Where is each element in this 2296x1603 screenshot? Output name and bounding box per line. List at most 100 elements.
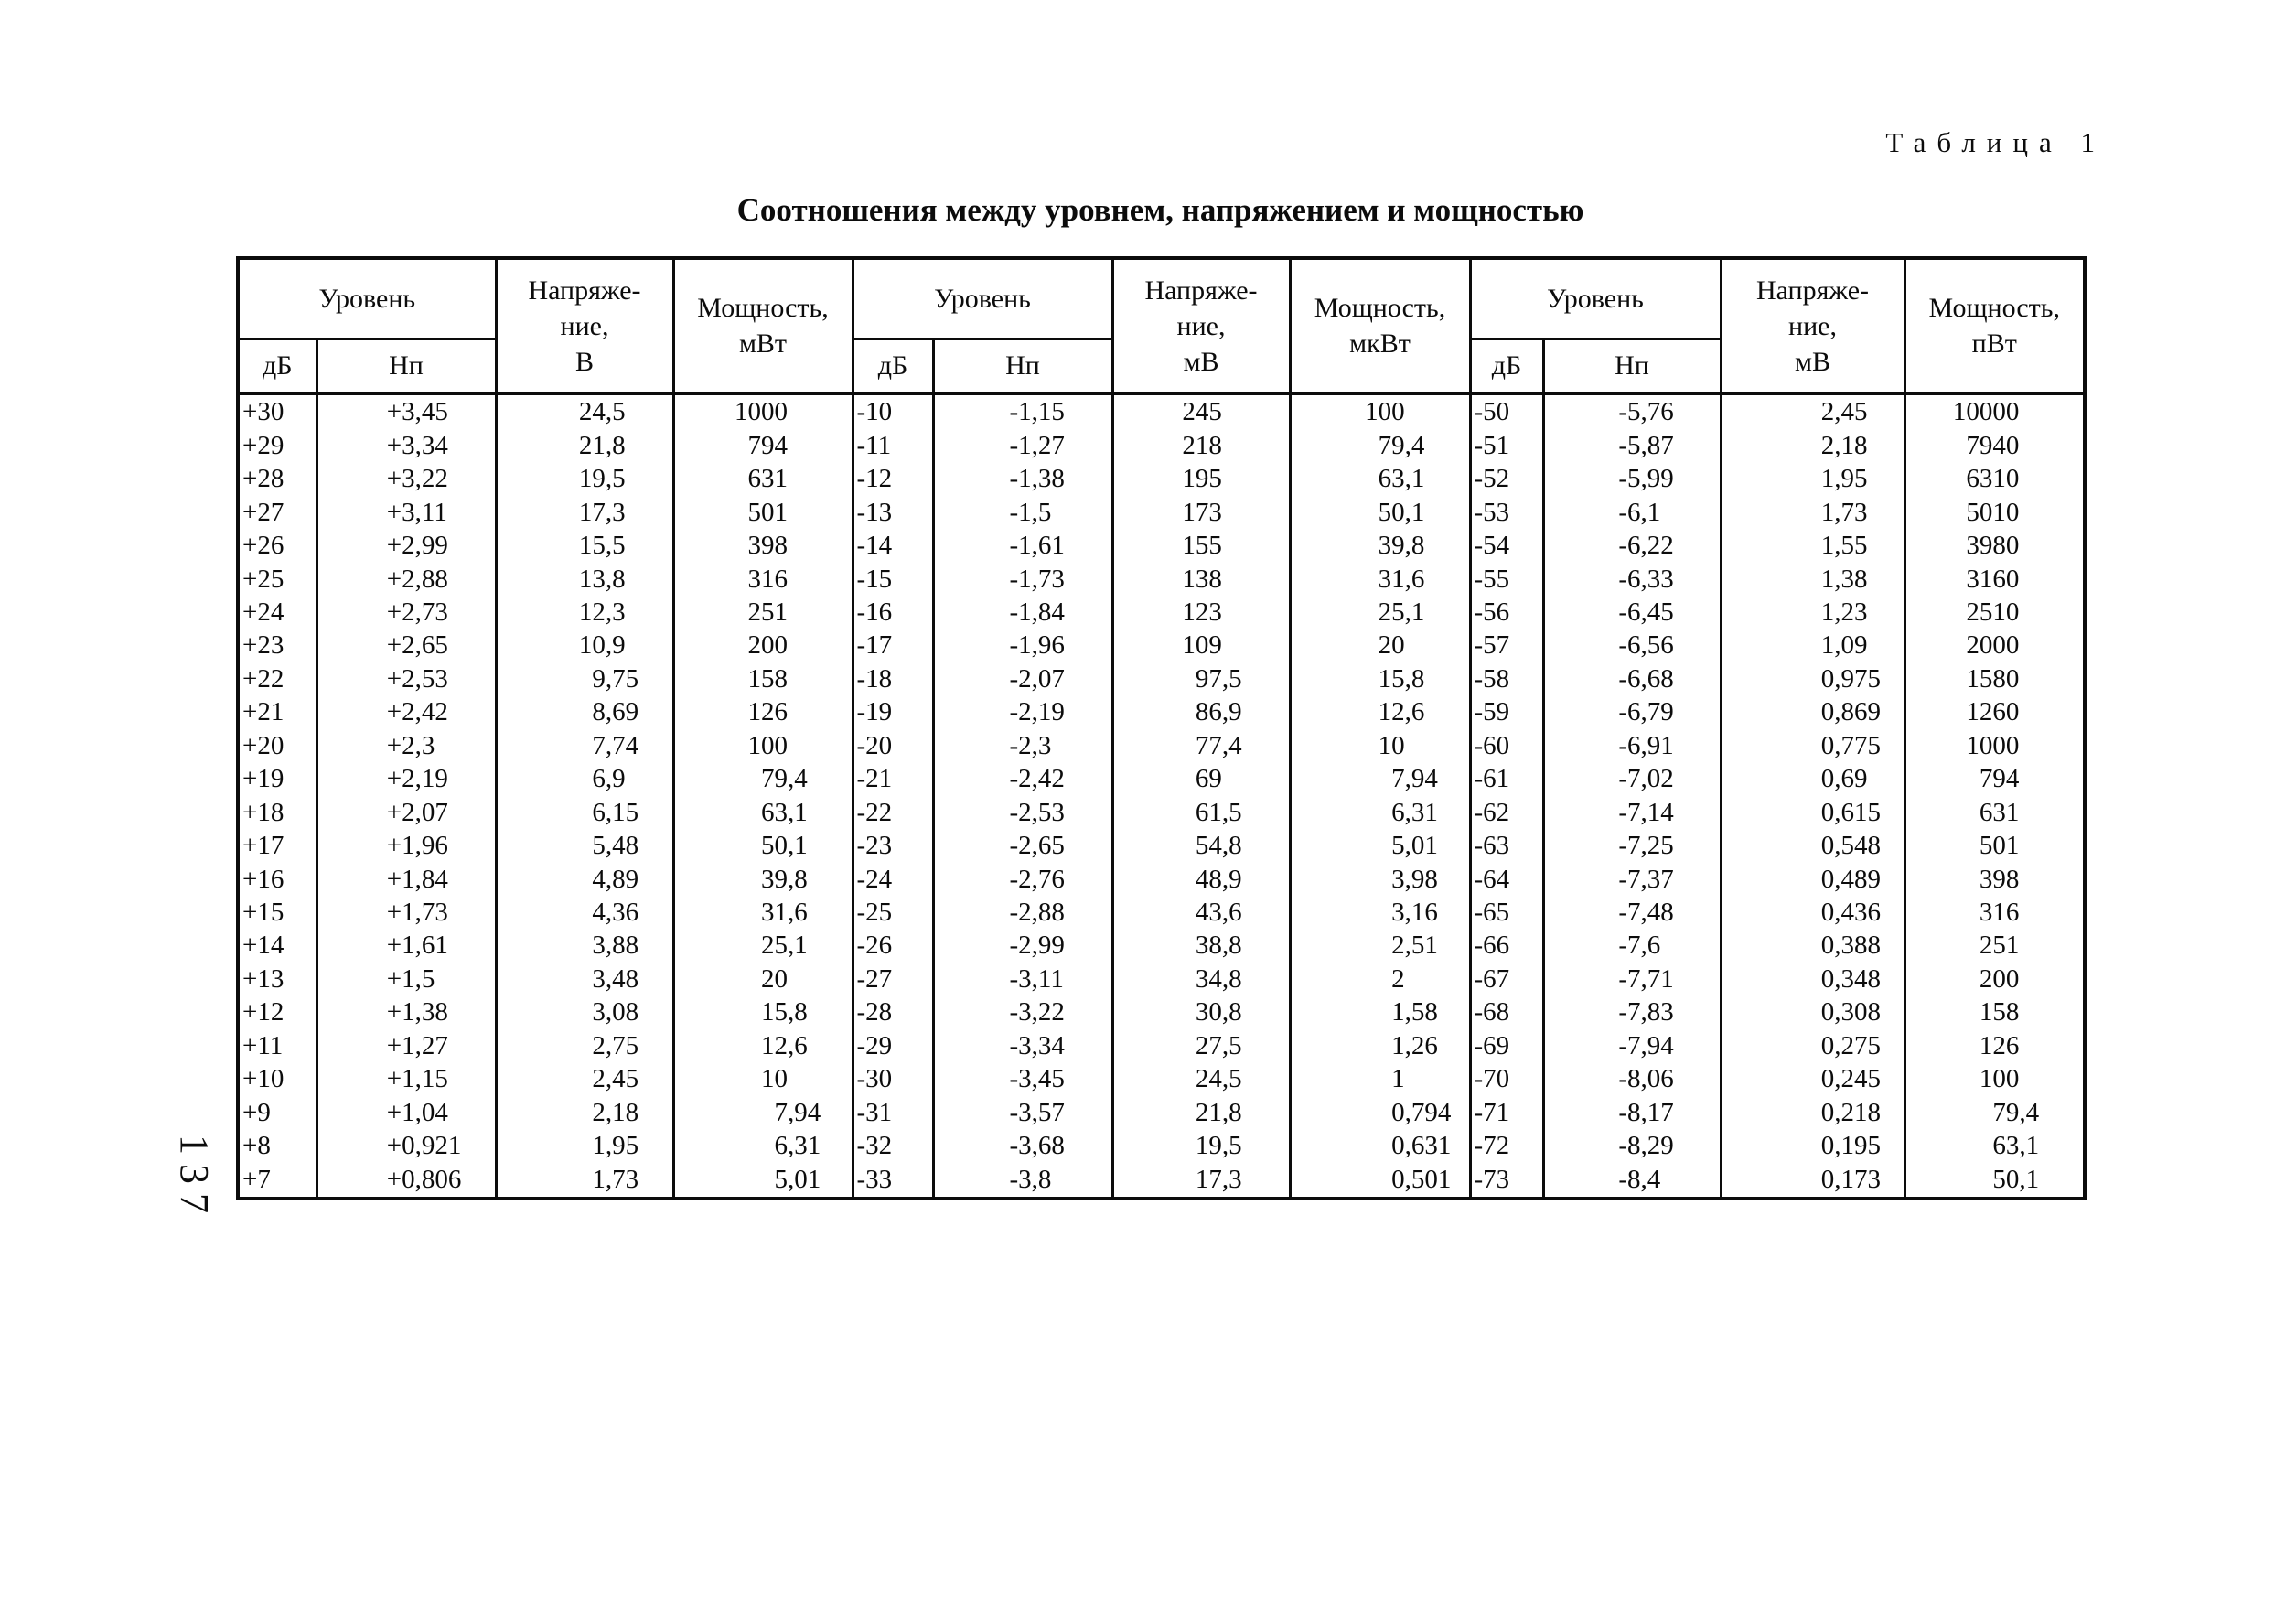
table-cell: -7,25 [1541, 829, 1722, 863]
table-cell: -23 [851, 829, 935, 863]
table-cell: +15 [236, 896, 318, 930]
table-cell: -50 [1468, 393, 1545, 429]
table-cell: -52 [1468, 462, 1545, 496]
table-cell: 3,16 [1288, 896, 1472, 930]
table-cell: 19,5 [1110, 1129, 1292, 1163]
table-cell: 20 [671, 963, 854, 996]
table-cell: 0,348 [1719, 963, 1906, 996]
table-row: +11 +1,27 2,75 12,6 -29 -3,34 27,5 1,26 -69 -7,94… [236, 1029, 2087, 1063]
table-row: +7 +0,806 1,73 5,01 -33 -3,8 17,3 0,501 -73 -8,4 0… [236, 1162, 2087, 1199]
table-cell: -17 [851, 629, 935, 663]
table-cell: -15 [851, 562, 935, 597]
table-cell: 31,6 [671, 896, 854, 930]
table-cell: +0,806 [315, 1162, 498, 1199]
level-voltage-power-table: Уровень Напряже- ние, В Мощность, мВт Ур… [236, 256, 2087, 1200]
table-cell: -2,88 [931, 896, 1114, 930]
table-cell: +1,04 [315, 1096, 498, 1130]
table-cell: -72 [1468, 1129, 1545, 1163]
table-cell: 2,45 [494, 1062, 675, 1097]
table-cell: 2,18 [494, 1096, 675, 1130]
table-cell: 43,6 [1110, 896, 1292, 930]
table-cell: 158 [1903, 995, 2087, 1030]
table-cell: -33 [851, 1162, 935, 1199]
table-row: +22 +2,53 9,75 158 -18 -2,07 97,5 15,8 -58 -6,68 0… [236, 662, 2087, 696]
table-cell: 1,58 [1288, 995, 1472, 1030]
table-number-label: Таблица 1 [1885, 126, 2106, 158]
table-cell: 0,975 [1719, 662, 1906, 696]
table-cell: -8,06 [1541, 1062, 1722, 1097]
table-cell: 126 [1903, 1029, 2087, 1063]
table-cell: 245 [1110, 393, 1292, 429]
table-row: +30 +3,45 24,5 1000 -10 -1,15 245 100 -50 -5,76 2,… [236, 393, 2087, 429]
table-cell: 0,631 [1288, 1129, 1472, 1163]
table-cell: -54 [1468, 529, 1545, 563]
table-header: Уровень Напряже- ние, В Мощность, мВт Ур… [236, 258, 2087, 395]
table-cell: -57 [1468, 629, 1545, 663]
table-cell: 38,8 [1110, 929, 1292, 963]
table-cell: 200 [1903, 963, 2087, 996]
table-cell: -69 [1468, 1029, 1545, 1063]
table-cell: 1,26 [1288, 1029, 1472, 1063]
table-cell: 0,275 [1719, 1029, 1906, 1063]
table-cell: 1,09 [1719, 629, 1906, 663]
table-cell: 4,89 [494, 862, 675, 897]
table-cell: -51 [1468, 428, 1545, 463]
table-cell: 79,4 [1903, 1096, 2087, 1130]
table-cell: 12,6 [671, 1029, 854, 1063]
table-cell: 50,1 [671, 829, 854, 863]
table-cell: 50,1 [1903, 1162, 2087, 1199]
table-cell: +2,65 [315, 629, 498, 663]
table-row: +14 +1,61 3,88 25,1 -26 -2,99 38,8 2,51 -66 -7,6 0… [236, 929, 2087, 963]
table-cell: +21 [236, 695, 318, 730]
table-row: +19 +2,19 6,9 79,4 -21 -2,42 69 7,94 -61 -7,02 0,6… [236, 762, 2087, 796]
table-cell: 794 [671, 428, 854, 463]
table-cell: -20 [851, 729, 935, 763]
table-cell: 794 [1903, 762, 2087, 796]
table-row: +12 +1,38 3,08 15,8 -28 -3,22 30,8 1,58 -68 -7,83… [236, 995, 2087, 1030]
table-cell: +28 [236, 462, 318, 496]
table-cell: 48,9 [1110, 862, 1292, 897]
table-cell: +10 [236, 1062, 318, 1097]
table-cell: -7,71 [1541, 963, 1722, 996]
table-cell: -11 [851, 428, 935, 463]
table-cell: -7,83 [1541, 995, 1722, 1030]
table-cell: 5,48 [494, 829, 675, 863]
table-cell: +0,921 [315, 1129, 498, 1163]
table-cell: -6,56 [1541, 629, 1722, 663]
table-cell: -71 [1468, 1096, 1545, 1130]
table-cell: +3,45 [315, 393, 498, 429]
table-cell: -8,17 [1541, 1096, 1722, 1130]
header-power-2: Мощность, мкВт [1288, 258, 1472, 393]
table-cell: 10 [1288, 729, 1472, 763]
table-cell: 7,94 [1288, 762, 1472, 796]
table-cell: 0,775 [1719, 729, 1906, 763]
table-cell: +3,34 [315, 428, 498, 463]
table-cell: 7,94 [671, 1096, 854, 1130]
table-cell: +25 [236, 562, 318, 597]
table-cell: -7,37 [1541, 862, 1722, 897]
table-cell: -21 [851, 762, 935, 796]
table-cell: 69 [1110, 762, 1292, 796]
table-cell: 0,388 [1719, 929, 1906, 963]
table-cell: +1,61 [315, 929, 498, 963]
table-cell: -22 [851, 795, 935, 830]
table-row: +9 +1,04 2,18 7,94 -31 -3,57 21,8 0,794 -71 -8,17… [236, 1096, 2087, 1130]
table-cell: 6,31 [671, 1129, 854, 1163]
table-cell: -1,38 [931, 462, 1114, 496]
table-cell: -30 [851, 1062, 935, 1097]
table-cell: 100 [671, 729, 854, 763]
table-cell: 1,73 [1719, 495, 1906, 530]
table-row: +20 +2,3 7,74 100 -20 -2,3 77,4 10 -60 -6,91 0,775… [236, 729, 2087, 763]
table-cell: -8,4 [1541, 1162, 1722, 1199]
table-row: +26 +2,99 15,5 398 -14 -1,61 155 39,8 -54 -6,22 1,… [236, 529, 2087, 563]
table-cell: 25,1 [1288, 596, 1472, 629]
table-cell: +2,42 [315, 695, 498, 730]
table-cell: 79,4 [671, 762, 854, 796]
table-cell: -63 [1468, 829, 1545, 863]
table-cell: 0,173 [1719, 1162, 1906, 1199]
table-cell: +18 [236, 795, 318, 830]
table-row: +29 +3,34 21,8 794 -11 -1,27 218 79,4 -51 -5,87 2,… [236, 428, 2087, 463]
table-cell: 398 [671, 529, 854, 563]
table-cell: 123 [1110, 596, 1292, 629]
table-cell: -1,5 [931, 495, 1114, 530]
